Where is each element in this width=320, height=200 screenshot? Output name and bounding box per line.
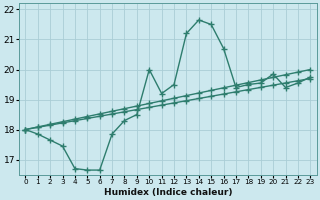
X-axis label: Humidex (Indice chaleur): Humidex (Indice chaleur) bbox=[104, 188, 232, 197]
